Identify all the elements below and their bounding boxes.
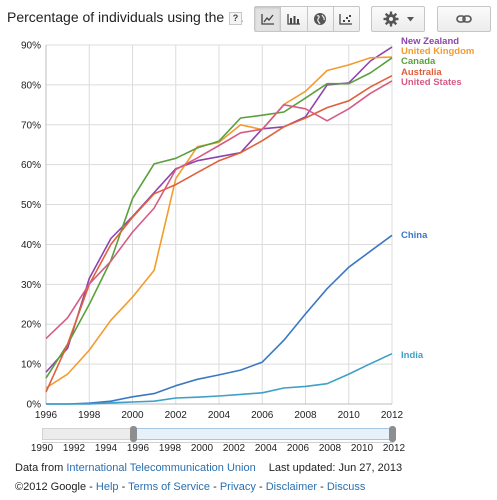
help-button[interactable]: ? <box>229 12 242 25</box>
slider-tick-label: 2000 <box>190 443 214 454</box>
legend-label: India <box>401 350 424 361</box>
chevron-down-icon <box>406 16 414 21</box>
disclaimer-link[interactable]: Disclaimer <box>265 481 318 493</box>
footer-links: ©2012 Google - Help - Terms of Service -… <box>15 481 365 493</box>
data-from-label: Data from <box>15 462 64 474</box>
legend-label: Canada <box>401 56 436 67</box>
bar-chart-icon <box>287 14 300 25</box>
slider-tick-label: 1992 <box>62 443 86 454</box>
series-line-canada <box>45 57 393 379</box>
slider-left-handle[interactable] <box>130 426 137 442</box>
separator: - <box>121 481 126 493</box>
scatter-chart-icon <box>339 14 353 25</box>
help-link[interactable]: Help <box>95 481 119 493</box>
series-line-india <box>46 352 393 405</box>
series-line-united-kingdom <box>45 56 393 389</box>
series-line-australia <box>45 74 393 393</box>
link-icon <box>456 15 472 23</box>
y-tick-label: 10% <box>21 360 41 371</box>
slider-tick-label: 2002 <box>222 443 246 454</box>
series-line-china <box>46 234 393 405</box>
terms-link[interactable]: Terms of Service <box>128 481 211 493</box>
y-tick-label: 80% <box>21 80 41 91</box>
slider-right-handle[interactable] <box>389 426 396 442</box>
source-line: Data from International Telecommunicatio… <box>15 462 402 474</box>
slider-tick-label: 2008 <box>318 443 342 454</box>
legend-label: China <box>401 230 428 241</box>
y-tick-label: 20% <box>21 320 41 331</box>
y-tick-label: 90% <box>21 41 41 52</box>
copyright-text: ©2012 Google <box>15 481 87 493</box>
slider-tick-label: 2010 <box>350 443 374 454</box>
separator: - <box>258 481 263 493</box>
slider-selected-range[interactable] <box>133 428 394 440</box>
legend-label: New Zealand <box>401 36 459 47</box>
slider-tick-label: 1994 <box>94 443 118 454</box>
legend-label: Australia <box>401 67 442 78</box>
y-tick-label: 40% <box>21 240 41 251</box>
x-tick-label: 2010 <box>338 410 361 420</box>
slider-tick-label: 2006 <box>286 443 310 454</box>
x-tick-label: 1996 <box>35 410 58 420</box>
link-button[interactable] <box>437 6 491 32</box>
x-tick-label: 2006 <box>251 410 274 420</box>
x-tick-label: 1998 <box>78 410 101 420</box>
slider-axis: 1990 1992 1994 1996 1998 2000 2002 2004 2006 2008… <box>31 442 405 457</box>
settings-button[interactable] <box>371 6 425 32</box>
line-chart: 0% 10% 20% 30% 40% 50% 60% 70% 80% 90% 1996 1998 200… <box>21 36 474 420</box>
last-updated-label: Last updated: Jun 27, 2013 <box>268 462 403 474</box>
line-chart-view-button[interactable] <box>255 7 282 31</box>
source-link[interactable]: International Telecommunication Union <box>66 462 256 474</box>
separator: - <box>89 481 93 493</box>
y-tick-label: 0% <box>27 400 42 411</box>
gear-icon <box>383 11 398 27</box>
y-tick-label: 70% <box>21 120 41 131</box>
y-tick-label: 60% <box>21 160 41 171</box>
slider-tick-label: 2012 <box>382 443 406 454</box>
bar-chart-view-button[interactable] <box>281 7 308 31</box>
chart-title: Percentage of individuals using the I... <box>7 9 244 25</box>
slider-tick-label: 1998 <box>158 443 182 454</box>
globe-icon <box>314 13 327 25</box>
line-chart-icon <box>260 14 274 25</box>
y-tick-label: 50% <box>21 200 41 211</box>
y-tick-label: 30% <box>21 280 41 291</box>
x-tick-label: 2008 <box>294 410 317 420</box>
x-tick-label: 2000 <box>121 410 144 420</box>
time-range-slider[interactable] <box>42 426 396 442</box>
legend-label: United States <box>401 77 462 88</box>
x-tick-label: 2012 <box>381 410 404 420</box>
scatter-view-button[interactable] <box>334 7 359 31</box>
legend-label: United Kingdom <box>401 46 474 57</box>
series-line-united-states <box>45 80 393 340</box>
slider-tick-label: 2004 <box>254 443 278 454</box>
slider-tick-label: 1996 <box>126 443 150 454</box>
privacy-link[interactable]: Privacy <box>219 481 256 493</box>
map-view-button[interactable] <box>308 7 334 31</box>
chart-type-selector <box>254 6 360 32</box>
slider-tick-label: 1990 <box>30 443 54 454</box>
x-tick-label: 2002 <box>165 410 188 420</box>
discuss-link[interactable]: Discuss <box>326 481 366 493</box>
separator: - <box>213 481 217 493</box>
x-tick-label: 2004 <box>208 410 231 420</box>
separator: - <box>320 481 324 493</box>
